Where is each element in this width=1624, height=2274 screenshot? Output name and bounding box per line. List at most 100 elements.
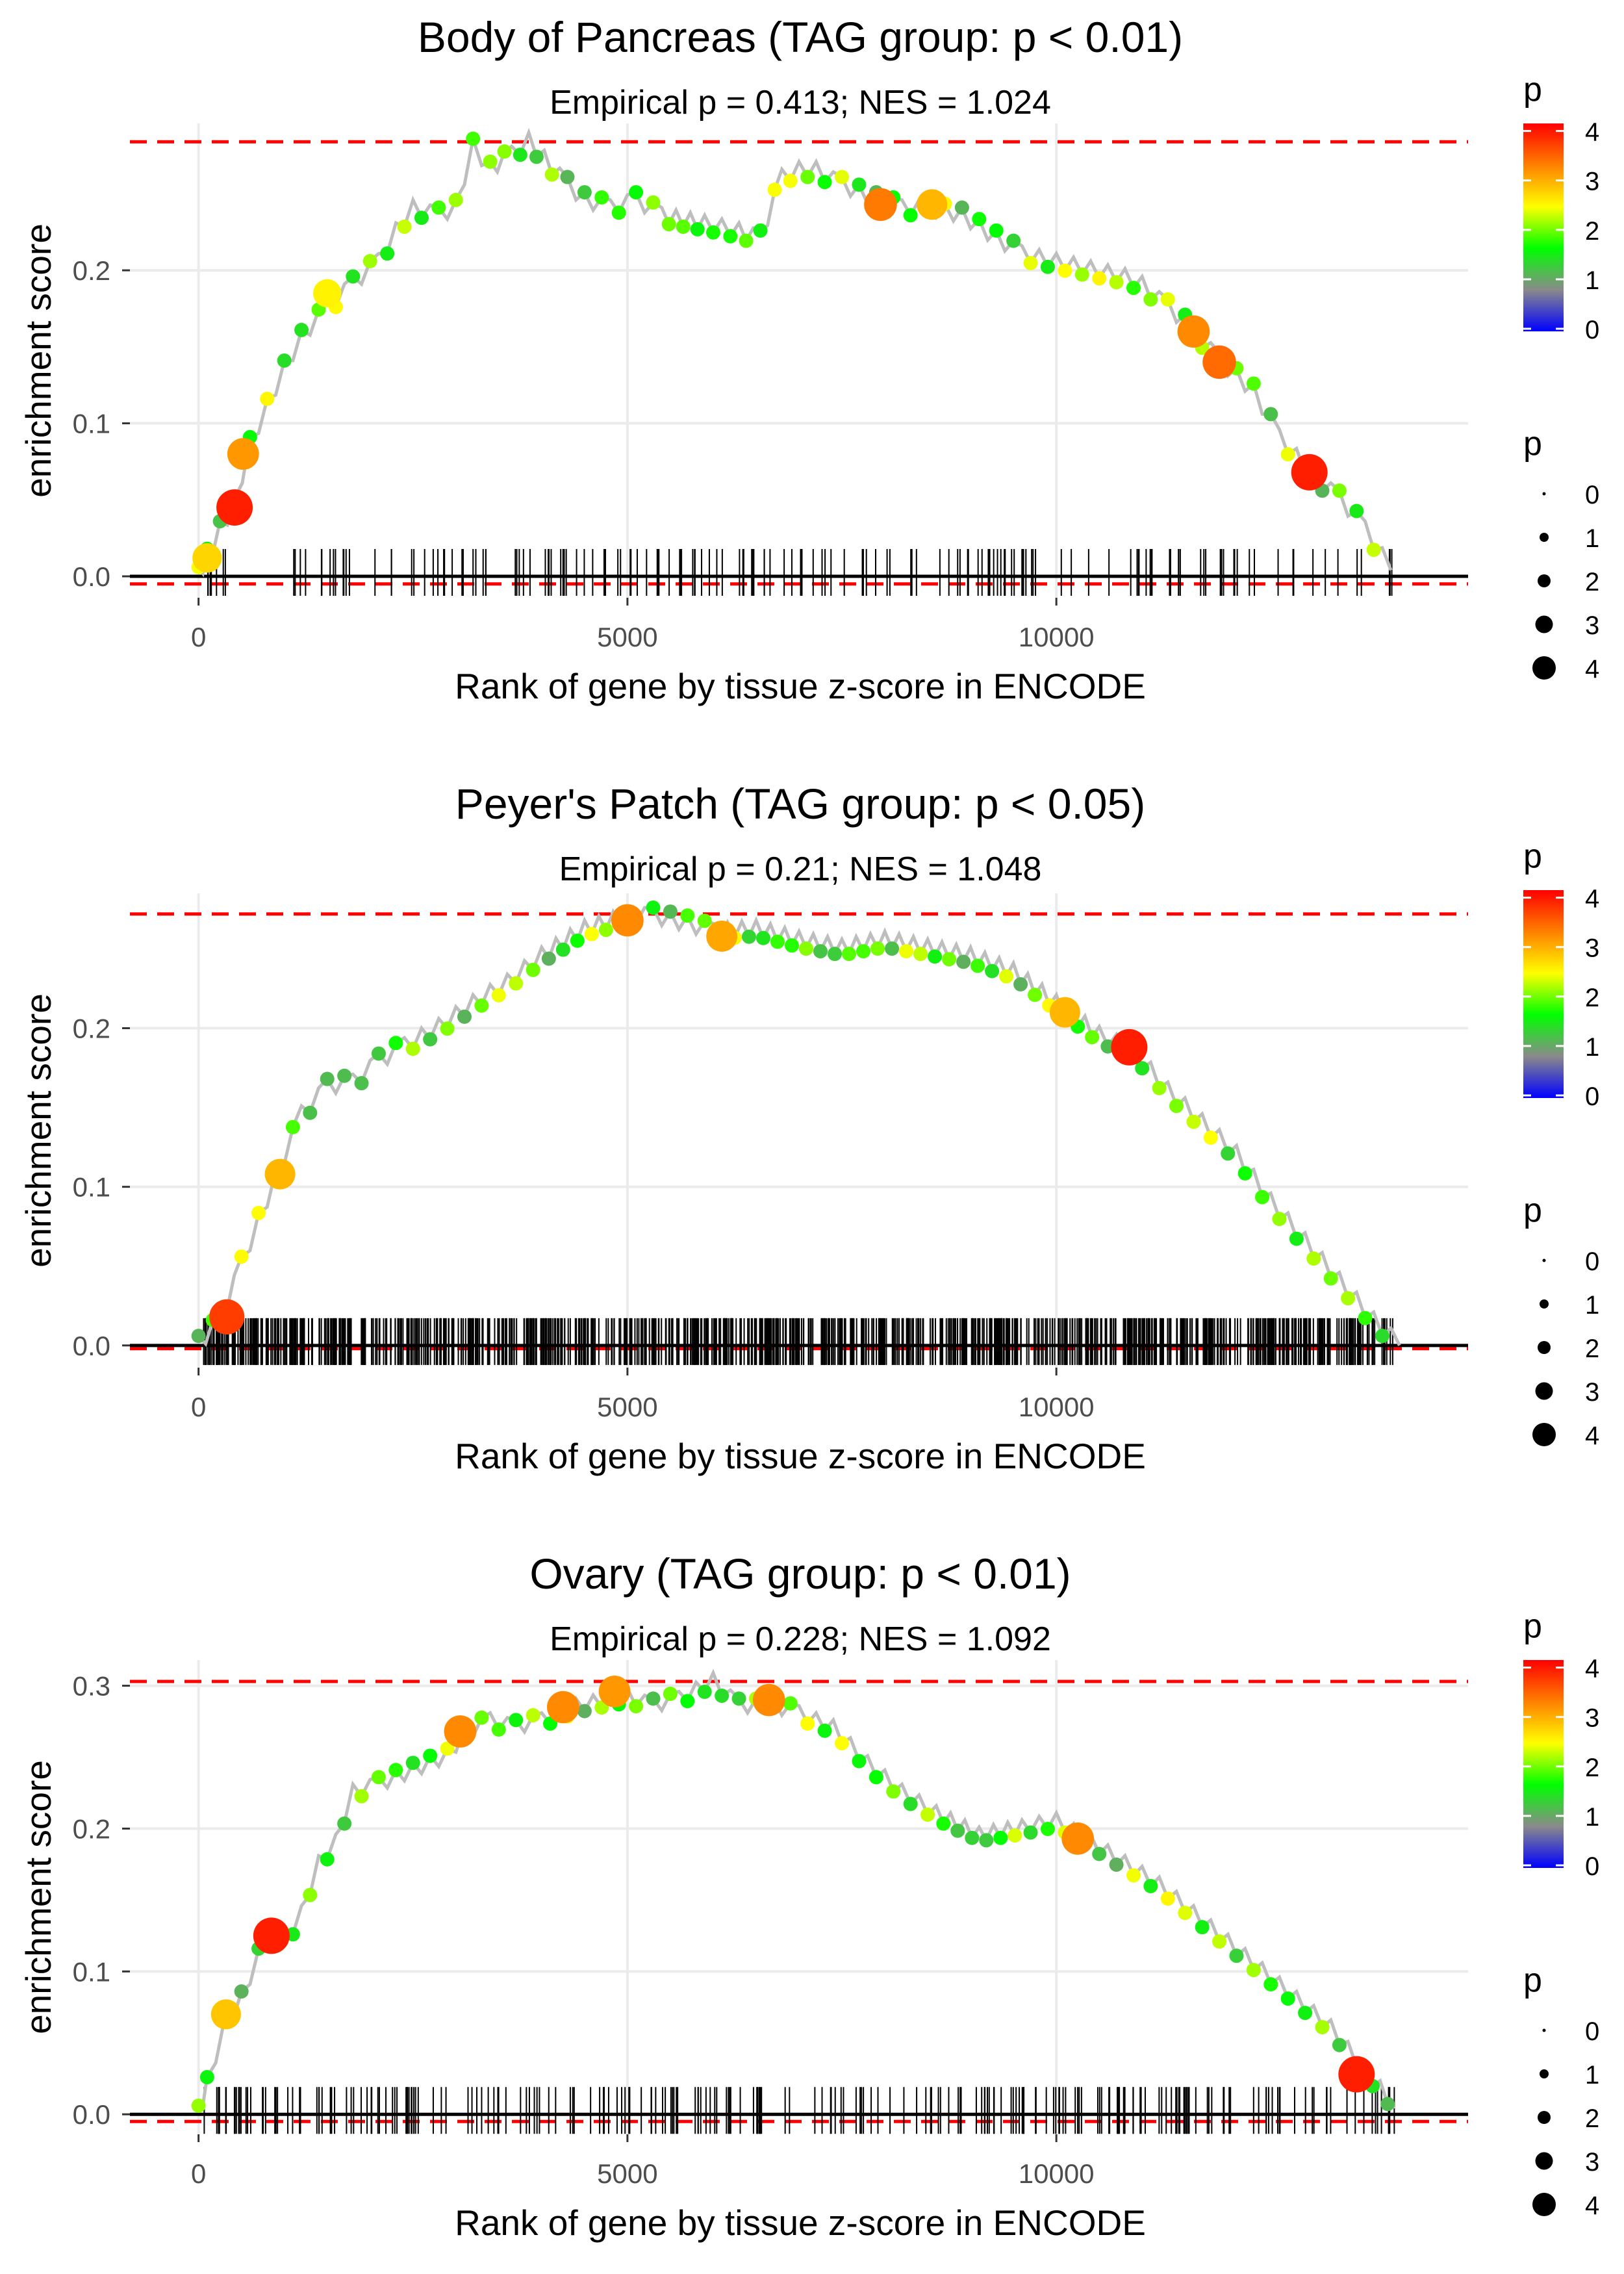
curve-point — [852, 177, 867, 192]
y-tick-label: 0.1 — [73, 1956, 110, 1987]
curve-point — [767, 183, 782, 198]
curve-point — [526, 1708, 540, 1723]
curve-point — [594, 190, 609, 205]
highlight-point — [547, 1691, 579, 1724]
highlight-point — [227, 438, 259, 470]
curve-point — [577, 1704, 592, 1718]
curve-point — [1178, 1906, 1193, 1921]
y-axis-title: enrichment score — [18, 224, 58, 498]
size-legend-title: p — [1523, 1192, 1542, 1229]
curve-point — [423, 1748, 438, 1763]
size-legend-dot — [1540, 1299, 1549, 1309]
curve-point — [1349, 504, 1364, 518]
curve-point — [584, 926, 599, 941]
curve-point — [337, 1068, 352, 1083]
chart-panel-2: Peyer's Patch (TAG group: p < 0.05) Empir… — [18, 780, 1599, 1476]
curve-point — [1306, 1251, 1321, 1266]
highlight-point — [1291, 454, 1328, 491]
curve-point — [354, 1789, 369, 1804]
size-legend-label: 3 — [1585, 611, 1599, 640]
curve-point — [723, 229, 738, 244]
curve-point — [1280, 447, 1295, 462]
curve-point — [285, 1119, 300, 1134]
curve-point — [1186, 1114, 1201, 1129]
curve-point — [799, 941, 814, 956]
size-legend-dot — [1535, 1382, 1553, 1400]
y-tick-label: 0.2 — [73, 1813, 110, 1844]
size-legend-title: p — [1523, 1961, 1542, 1999]
curve-point — [842, 947, 857, 962]
rug-marks — [203, 2087, 1395, 2134]
curve-point — [555, 942, 570, 957]
curve-point — [739, 233, 754, 248]
curve-point — [1006, 233, 1021, 248]
curve-point — [423, 1032, 438, 1047]
x-tick-label: 10000 — [1019, 622, 1095, 652]
curve-point — [1246, 1963, 1261, 1978]
curve-point — [1237, 1166, 1252, 1181]
curve-point — [1375, 1329, 1389, 1344]
curve-point — [1341, 1291, 1356, 1306]
size-legend-dot — [1538, 1341, 1551, 1354]
legend-2: p 4 3 2 1 0 p 0 1 2 3 4 — [1523, 837, 1599, 1450]
curve-point — [1109, 275, 1124, 290]
enrichment-curve — [197, 904, 1401, 1348]
x-axis-title: Rank of gene by tissue z-score in ENCODE — [455, 1436, 1146, 1476]
curve-point — [1380, 2097, 1395, 2112]
rug-marks — [207, 549, 1393, 596]
curve-point — [1013, 977, 1028, 991]
x-tick-label: 0 — [191, 2158, 206, 2189]
chart-subtitle: Empirical p = 0.228; NES = 1.092 — [550, 1620, 1051, 1658]
curve-point — [1366, 543, 1381, 557]
curve-point — [680, 908, 695, 923]
curve-point — [1280, 1991, 1295, 2006]
curve-point — [1263, 1977, 1278, 1992]
curve-point — [474, 1710, 489, 1725]
size-legend-dot — [1538, 574, 1551, 587]
y-tick-label: 0.3 — [73, 1671, 110, 1702]
curve-point — [870, 941, 885, 956]
curve-point — [1135, 1061, 1150, 1076]
curve-point — [697, 913, 712, 928]
curve-point — [491, 1722, 506, 1737]
y-tick-label: 0.2 — [73, 1014, 110, 1044]
color-bar-label: 4 — [1585, 1655, 1599, 1683]
curve-point — [529, 149, 544, 164]
curve-point — [1152, 1080, 1167, 1095]
curve-point — [835, 170, 850, 185]
curve-point — [405, 1041, 420, 1056]
size-legend-dot — [1532, 656, 1556, 680]
curve-point — [1126, 1868, 1141, 1883]
curve-point — [577, 185, 592, 199]
curve-point — [1074, 267, 1089, 282]
highlight-point — [1177, 315, 1210, 348]
curve-point — [1246, 376, 1261, 391]
color-bar-label: 2 — [1585, 1754, 1599, 1782]
curve-point — [1126, 281, 1141, 296]
curve-point — [397, 219, 412, 234]
chart-title: Peyer's Patch (TAG group: p < 0.05) — [455, 780, 1145, 828]
curve-point — [320, 1071, 335, 1086]
x-tick-label: 10000 — [1019, 2158, 1095, 2189]
color-bar-label: 2 — [1585, 217, 1599, 246]
curve-point — [629, 1699, 644, 1714]
curve-point — [999, 969, 1014, 984]
curve-point — [1040, 259, 1055, 274]
curve-point — [936, 1816, 951, 1831]
curve-point — [1332, 483, 1347, 498]
size-legend-dot — [1538, 2111, 1551, 2124]
curve-point — [199, 2070, 214, 2085]
color-bar-label: 3 — [1585, 1704, 1599, 1733]
highlight-point — [1338, 2056, 1375, 2093]
curve-point — [1169, 1099, 1184, 1114]
curve-point — [440, 1741, 455, 1756]
x-tick-label: 10000 — [1019, 1392, 1095, 1422]
curve-point — [950, 1823, 965, 1838]
curve-point — [697, 1684, 712, 1699]
enrichment-curve — [198, 1668, 1396, 2109]
size-legend-dot — [1535, 615, 1553, 633]
chart-panel-3: Ovary (TAG group: p < 0.01) Empirical p =… — [18, 1550, 1599, 2243]
x-axis-title: Rank of gene by tissue z-score in ENCODE — [455, 666, 1146, 706]
y-tick-label: 0.2 — [73, 255, 110, 286]
curve-point — [277, 353, 292, 368]
